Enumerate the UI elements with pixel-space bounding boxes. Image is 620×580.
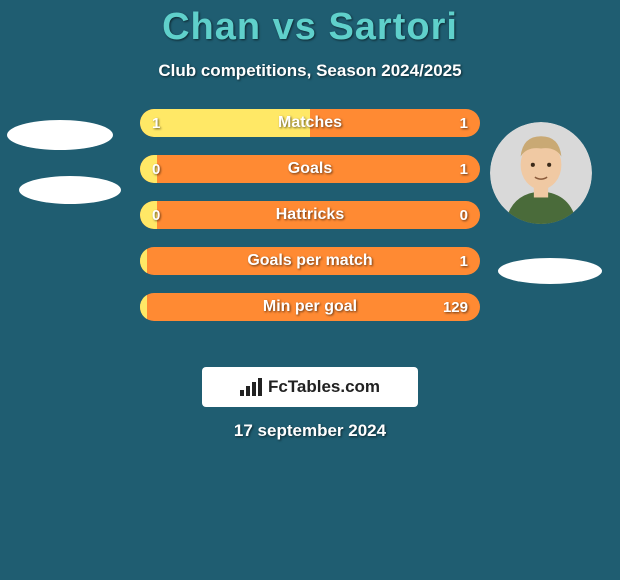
logo-text: FcTables.com bbox=[268, 377, 380, 397]
left-oval bbox=[19, 176, 121, 204]
stat-value-right: 0 bbox=[460, 207, 468, 224]
stat-bar: Matches1 1 bbox=[140, 109, 480, 137]
stat-label: Goals per match bbox=[140, 252, 480, 270]
page-subtitle: Club competitions, Season 2024/2025 bbox=[158, 61, 461, 81]
page-title: Chan vs Sartori bbox=[162, 6, 458, 49]
stat-value-right: 129 bbox=[443, 299, 468, 316]
stat-label: Hattricks bbox=[140, 206, 480, 224]
stat-value-left: 0 bbox=[152, 161, 160, 178]
date-line: 17 september 2024 bbox=[234, 421, 386, 441]
stat-value-left: 1 bbox=[152, 115, 160, 132]
stat-label: Matches bbox=[140, 114, 480, 132]
stat-value-right: 1 bbox=[460, 253, 468, 270]
stat-value-left: 0 bbox=[152, 207, 160, 224]
stat-value-right: 1 bbox=[460, 115, 468, 132]
left-oval bbox=[7, 120, 113, 150]
stat-bar: Goals0 1 bbox=[140, 155, 480, 183]
logo-rest: Tables.com bbox=[288, 377, 380, 396]
stat-bar: Min per goal129 bbox=[140, 293, 480, 321]
stat-label: Goals bbox=[140, 160, 480, 178]
stat-label: Min per goal bbox=[140, 298, 480, 316]
logo-brand: Fc bbox=[268, 377, 288, 396]
stat-bars: Matches11Goals01Hattricks00Goals per mat… bbox=[140, 109, 480, 321]
barchart-icon bbox=[240, 378, 262, 396]
right-oval bbox=[498, 258, 602, 284]
stat-value-right: 1 bbox=[460, 161, 468, 178]
stat-bar: Goals per match1 bbox=[140, 247, 480, 275]
logo-badge: FcTables.com bbox=[202, 367, 418, 407]
player-avatar-right bbox=[490, 122, 592, 224]
stat-bar: Hattricks0 0 bbox=[140, 201, 480, 229]
